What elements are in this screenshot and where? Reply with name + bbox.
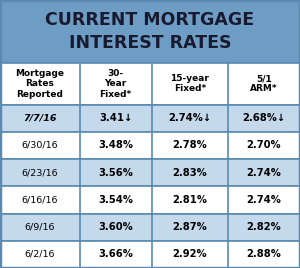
Text: 6/16/16: 6/16/16 — [22, 195, 58, 204]
Text: 3.66%: 3.66% — [98, 250, 133, 259]
Text: 2.74%↓: 2.74%↓ — [168, 113, 212, 123]
Text: 2.81%: 2.81% — [172, 195, 207, 205]
Text: 2.74%: 2.74% — [247, 195, 281, 205]
Text: 2.88%: 2.88% — [247, 250, 281, 259]
Text: 3.54%: 3.54% — [98, 195, 133, 205]
Bar — [0, 241, 300, 268]
Text: 6/9/16: 6/9/16 — [25, 223, 55, 232]
Text: 3.48%: 3.48% — [98, 140, 133, 150]
Text: 2.83%: 2.83% — [172, 168, 207, 178]
Text: 2.82%: 2.82% — [247, 222, 281, 232]
Text: 3.41↓: 3.41↓ — [99, 113, 132, 123]
Text: 2.70%: 2.70% — [247, 140, 281, 150]
Bar — [0, 0, 300, 63]
Text: Mortgage
Rates
Reported: Mortgage Rates Reported — [15, 69, 64, 99]
Text: 7/7/16: 7/7/16 — [23, 114, 56, 123]
Text: 3.56%: 3.56% — [98, 168, 133, 178]
Text: 15-year
Fixed*: 15-year Fixed* — [170, 74, 209, 94]
Bar — [0, 63, 300, 105]
Text: 2.87%: 2.87% — [172, 222, 207, 232]
Text: 3.60%: 3.60% — [98, 222, 133, 232]
Text: 2.74%: 2.74% — [247, 168, 281, 178]
Text: 5/1
ARM*: 5/1 ARM* — [250, 74, 278, 94]
Text: 6/30/16: 6/30/16 — [21, 141, 58, 150]
Bar — [0, 186, 300, 214]
Text: 2.92%: 2.92% — [172, 250, 207, 259]
Bar — [0, 214, 300, 241]
Text: 2.78%: 2.78% — [172, 140, 207, 150]
Text: 6/2/16: 6/2/16 — [25, 250, 55, 259]
Bar — [0, 132, 300, 159]
Text: CURRENT MORTGAGE
INTEREST RATES: CURRENT MORTGAGE INTEREST RATES — [45, 11, 255, 51]
Text: 30-
Year
Fixed*: 30- Year Fixed* — [99, 69, 132, 99]
Text: 2.68%↓: 2.68%↓ — [242, 113, 286, 123]
Bar — [0, 105, 300, 132]
Bar — [0, 159, 300, 186]
Text: 6/23/16: 6/23/16 — [21, 168, 58, 177]
